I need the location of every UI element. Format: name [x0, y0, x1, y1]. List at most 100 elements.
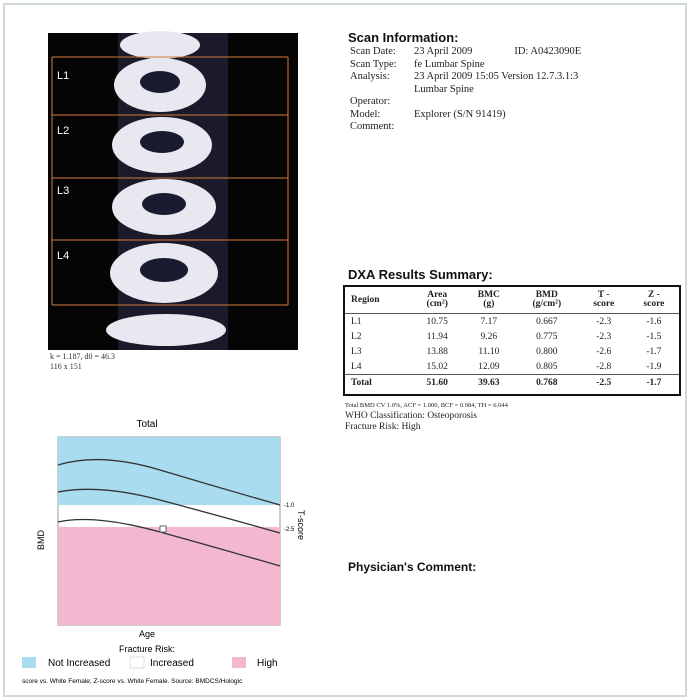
dxa-notes: Total BMD CV 1.0%, ACF = 1.000, BCF = 0.…: [345, 401, 508, 433]
header-cell: BMC(g): [463, 287, 515, 314]
cell: 0.800: [515, 344, 579, 359]
info-label: Operator:: [350, 96, 414, 109]
info-row: Analysis:23 April 2009 15:05 Version 12.…: [350, 71, 581, 84]
header-cell: Z -score: [629, 287, 679, 314]
cell: 0.768: [515, 375, 579, 391]
scan-caption: k = 1.187, d0 = 46.3: [50, 352, 115, 361]
roi-label: L3: [57, 185, 69, 197]
header-cell: BMD(g/cm²): [515, 287, 579, 314]
roi-label: L2: [57, 125, 69, 137]
info-label: [350, 84, 414, 97]
cell: -2.5: [579, 375, 629, 391]
legend-swatch: [130, 657, 144, 668]
header-text: Region: [351, 295, 380, 305]
header-text: score: [593, 299, 614, 309]
y-axis-label: BMD: [36, 530, 46, 551]
tscore-mark: -2.5: [284, 527, 295, 533]
info-label: Comment:: [350, 121, 414, 134]
cell: 0.775: [515, 329, 579, 344]
zone-not-increased: [58, 437, 280, 505]
header-cell: Area(cm²): [412, 287, 463, 314]
cell: -2.8: [579, 359, 629, 375]
legend-swatch: [22, 657, 36, 668]
cell: -1.7: [629, 375, 679, 391]
cell: 7.17: [463, 314, 515, 330]
cell: Total: [345, 375, 412, 391]
cell: L3: [345, 344, 412, 359]
patient-marker: [160, 526, 166, 532]
cell: 11.94: [412, 329, 463, 344]
cell: 0.667: [515, 314, 579, 330]
info-value: 23 April 2009 15:05 Version 12.7.3.1:3: [414, 71, 578, 84]
section-title: DXA Results Summary:: [348, 267, 493, 282]
header-text: score: [643, 299, 664, 309]
cell: -1.9: [629, 359, 679, 375]
section-title: Physician's Comment:: [348, 560, 476, 574]
header-text: (g): [483, 299, 494, 309]
header-cell: T -score: [579, 287, 629, 314]
zone-high: [58, 527, 280, 625]
info-label: Model:: [350, 109, 414, 122]
info-label: Scan Date:: [350, 46, 414, 59]
cell: -1.7: [629, 344, 679, 359]
x-axis-label: Age: [139, 629, 155, 639]
cell: L4: [345, 359, 412, 375]
y2-axis-label: T-score: [296, 510, 306, 540]
info-label: Scan Type:: [350, 59, 414, 72]
legend-label: High: [257, 658, 278, 669]
cell: -2.3: [579, 329, 629, 344]
cell: -1.6: [629, 314, 679, 330]
chart-title: Total: [136, 419, 157, 430]
info-row: Scan Type:fe Lumbar Spine: [350, 59, 581, 72]
info-row: Operator:: [350, 96, 581, 109]
tscore-mark: -1.0: [284, 503, 295, 509]
cell: 10.75: [412, 314, 463, 330]
info-value: 23 April 2009: [414, 46, 472, 59]
legend-label: Not Increased: [48, 658, 110, 669]
info-row: Model:Explorer (S/N 91419): [350, 109, 581, 122]
info-row: Lumbar Spine: [350, 84, 581, 97]
cell: -2.6: [579, 344, 629, 359]
info-extra: ID: A0423090E: [514, 46, 581, 59]
cell: 11.10: [463, 344, 515, 359]
info-value: fe Lumbar Spine: [414, 59, 485, 72]
info-label: Analysis:: [350, 71, 414, 84]
legend-swatch: [232, 657, 246, 668]
cell: 15.02: [412, 359, 463, 375]
info-value: Lumbar Spine: [414, 84, 474, 97]
cell: 0.805: [515, 359, 579, 375]
header-text: (cm²): [427, 299, 448, 309]
chart-source: score vs. White Female; Z-score vs. Whit…: [22, 678, 243, 685]
cell: L1: [345, 314, 412, 330]
info-value: Explorer (S/N 91419): [414, 109, 506, 122]
cell: -2.3: [579, 314, 629, 330]
dxa-note: Total BMD CV 1.0%, ACF = 1.000, BCF = 0.…: [345, 401, 508, 411]
cell: L2: [345, 329, 412, 344]
roi-label: L4: [57, 250, 69, 262]
scan-caption: 116 x 151: [50, 362, 82, 371]
cell: -1.5: [629, 329, 679, 344]
info-row: Scan Date:23 April 2009 ID: A0423090E: [350, 46, 581, 59]
cell: 51.60: [412, 375, 463, 391]
report-page: L1 L2 L3 L4 Total -1.0 -2.5 BMD T-score …: [0, 0, 690, 698]
cell: 9.26: [463, 329, 515, 344]
dxa-note: WHO Classification: Osteoporosis: [345, 411, 508, 422]
legend-title: Fracture Risk:: [119, 644, 175, 654]
dxa-note: Fracture Risk: High: [345, 422, 508, 433]
cell: 12.09: [463, 359, 515, 375]
section-title: Scan Information:: [348, 30, 459, 45]
cell: 39.63: [463, 375, 515, 391]
info-row: Comment:: [350, 121, 581, 134]
header-cell: Region: [345, 287, 412, 314]
legend-label: Increased: [150, 658, 194, 669]
roi-label: L1: [57, 70, 69, 82]
